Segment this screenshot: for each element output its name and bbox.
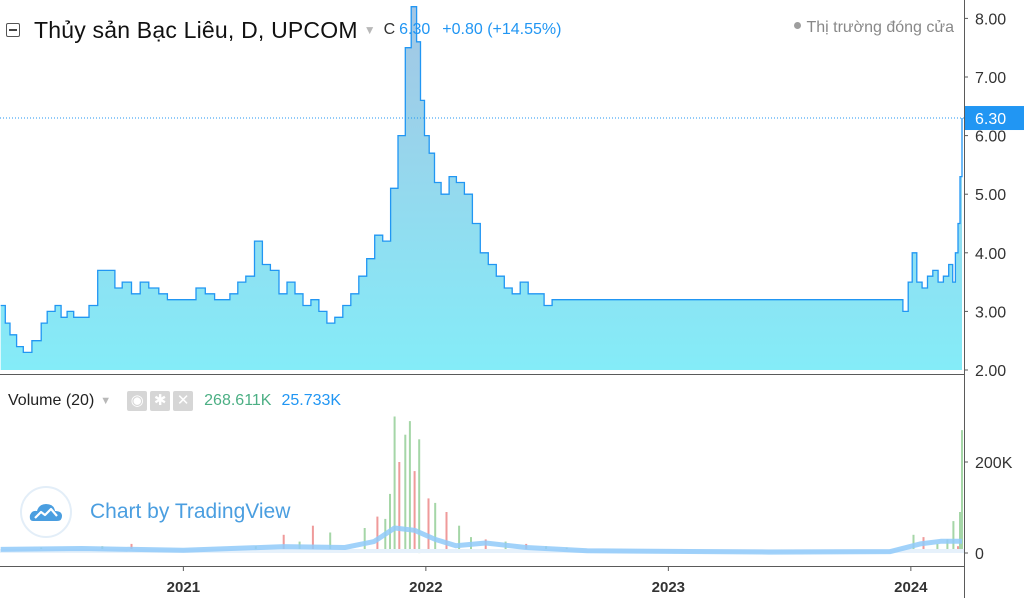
price-tick-label: 3.00	[975, 304, 1006, 321]
volume-bar	[961, 430, 963, 553]
price-tick-label: 7.00	[975, 70, 1006, 87]
volume-bar	[946, 539, 949, 553]
volume-bar	[936, 543, 939, 553]
volume-ma-line	[0, 525, 962, 555]
volume-bar	[484, 539, 487, 553]
symbol-title[interactable]: Thủy sản Bạc Liêu, D, UPCOM	[34, 16, 358, 43]
symbol-legend: Thủy sản Bạc Liêu, D, UPCOM ▼ C 6.30 +0.80…	[6, 12, 561, 48]
volume-bar	[376, 516, 379, 553]
time-tick-label: 2022	[409, 579, 442, 596]
volume-bar	[311, 525, 314, 553]
ohlc-values: C 6.30 +0.80 (+14.55%)	[384, 21, 562, 39]
volume-pane	[0, 416, 964, 555]
volume-value: 268.611K	[204, 392, 272, 409]
time-tick-label: 2024	[894, 579, 928, 596]
volume-title[interactable]: Volume (20)	[8, 392, 95, 409]
price-area	[0, 6, 962, 370]
tradingview-cloud-icon	[20, 486, 72, 538]
volume-bar	[445, 512, 448, 553]
volume-bar	[413, 471, 416, 553]
price-tick-label: 4.00	[975, 246, 1006, 263]
market-status-text: Thị trường đóng cửa	[806, 19, 954, 36]
price-tick-label: 2.00	[975, 363, 1006, 380]
volume-bar	[404, 434, 407, 553]
volume-bar	[393, 416, 396, 553]
volume-bar	[959, 512, 961, 553]
close-label: C	[383, 21, 396, 38]
price-tick-label: 8.00	[975, 11, 1006, 28]
time-tick-label: 2023	[652, 579, 685, 596]
volume-legend: Volume (20) ▼ ◉ ✱ ✕ 268.611K 25.733K	[8, 390, 341, 412]
volume-tick-label: 0	[975, 546, 984, 563]
close-icon[interactable]: ✕	[173, 391, 194, 411]
volume-tick-label: 200K	[975, 455, 1013, 472]
volume-ma-value: 25.733K	[281, 392, 342, 409]
volume-bar	[282, 534, 285, 553]
change-value: +0.80 (+14.55%)	[442, 21, 562, 38]
volume-bar	[329, 532, 332, 553]
status-dot-icon	[794, 22, 802, 30]
watermark[interactable]: Chart by TradingView	[20, 486, 290, 538]
eye-icon[interactable]: ◉	[127, 391, 148, 411]
market-status: Thị trường đóng cửa	[794, 19, 954, 37]
close-value: 6.30	[399, 21, 431, 38]
last-price-badge	[965, 106, 1024, 131]
price-tick-label: 6.00	[975, 129, 1006, 146]
watermark-text: Chart by TradingView	[90, 500, 291, 523]
gear-icon[interactable]: ✱	[150, 391, 171, 411]
chevron-down-icon[interactable]: ▼	[363, 23, 376, 37]
volume-bar	[363, 528, 366, 553]
volume-bar	[389, 493, 391, 553]
last-price-label: 6.30	[975, 111, 1006, 128]
price-tick-label: 5.00	[975, 187, 1006, 204]
volume-bar	[434, 502, 437, 553]
time-tick-label: 2021	[167, 579, 200, 596]
volume-bar	[952, 521, 955, 553]
volume-bar	[458, 525, 461, 553]
volume-bar	[418, 439, 421, 554]
minus-square-icon[interactable]	[6, 23, 20, 37]
volume-bar	[398, 462, 401, 553]
price-line	[0, 6, 963, 354]
volume-baseline	[0, 549, 964, 553]
price-pane	[0, 6, 964, 370]
chevron-down-icon[interactable]: ▼	[100, 395, 112, 407]
volume-bar	[427, 498, 430, 553]
volume-bar	[408, 421, 411, 553]
